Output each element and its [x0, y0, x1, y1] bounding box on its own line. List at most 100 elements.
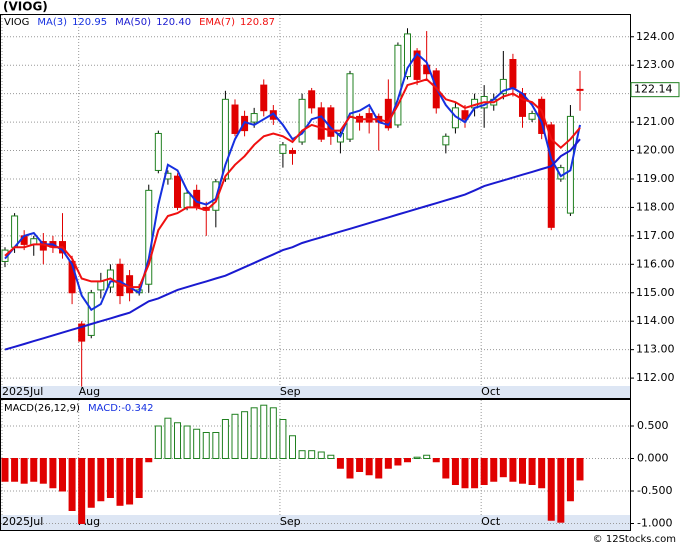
candle-body — [461, 110, 469, 120]
y-tick-label: 121.00 — [636, 115, 675, 128]
macd-bar — [202, 432, 210, 459]
price-tag-label: 122.14 — [634, 83, 673, 96]
y-tick-label: 115.00 — [636, 286, 675, 299]
macd-bar — [451, 458, 459, 485]
macd-bar — [145, 458, 153, 463]
macd-bar — [298, 450, 306, 460]
legend-label: VIOG — [4, 17, 29, 28]
macd-bar — [327, 454, 335, 459]
y-tick-label: 120.00 — [636, 144, 675, 157]
candle-body — [279, 144, 287, 154]
y-tick-label: 112.00 — [636, 371, 675, 384]
candle-body — [327, 107, 335, 137]
y-tick-label: 113.00 — [636, 343, 675, 356]
candle-body — [231, 104, 239, 134]
macd-bar — [87, 458, 95, 508]
macd-bar — [279, 419, 287, 459]
legend-label: MA(3) — [37, 17, 67, 28]
candle-body — [250, 113, 258, 123]
x-tick-label: Oct — [481, 515, 501, 528]
x-tick-label: 2025Jul — [2, 515, 43, 528]
y-tick-label: 114.00 — [636, 314, 675, 327]
macd-bar — [384, 458, 392, 469]
candle-body — [547, 124, 555, 228]
y-tick-label: 124.00 — [636, 30, 675, 43]
macd-bar — [528, 458, 536, 485]
macd-bar — [174, 422, 181, 459]
macd-bar — [509, 458, 517, 482]
legend-value: 120.95 — [72, 17, 107, 28]
macd-bar — [480, 458, 488, 485]
macd-bar — [317, 451, 325, 459]
macd-bar — [490, 458, 498, 482]
macd-bar — [576, 458, 584, 481]
macd-bar — [375, 458, 383, 479]
x-band — [1, 515, 630, 530]
x-tick-label: 2025Jul — [2, 385, 43, 398]
macd-bar — [336, 458, 344, 469]
macd-bar — [365, 458, 373, 476]
candle-body — [384, 98, 392, 129]
legend-label: MA(50) — [115, 17, 151, 28]
macd-bar — [557, 458, 565, 523]
candle-body — [442, 135, 450, 146]
macd-bar — [566, 458, 574, 502]
macd-bar — [126, 458, 134, 505]
footer: © 12Stocks.com — [593, 534, 676, 545]
macd-bar — [183, 425, 191, 459]
candle-body — [78, 323, 86, 342]
legend-value: 120.87 — [240, 17, 275, 28]
y-tick-label: 118.00 — [636, 200, 675, 213]
candle-body — [336, 132, 344, 143]
legend-value: -0.342 — [121, 403, 153, 414]
macd-bar — [212, 432, 220, 459]
candle-body — [298, 98, 306, 143]
candle-body — [11, 215, 19, 248]
macd-bar — [11, 458, 19, 482]
macd-bar — [49, 458, 57, 489]
candle-body — [394, 44, 402, 126]
candle-body — [346, 73, 354, 140]
price-tag — [630, 82, 680, 98]
macd-bar — [413, 456, 421, 460]
macd-bar — [499, 458, 507, 478]
macd-bar — [260, 404, 268, 460]
macd-bar — [394, 458, 402, 466]
legend-label: MACD: — [88, 403, 121, 414]
y-tick-label: -0.500 — [637, 484, 672, 497]
candle-body — [260, 84, 268, 112]
candle-body — [154, 132, 162, 171]
macd-bar — [30, 458, 38, 482]
candle-body — [566, 115, 574, 214]
legend-label: EMA(7) — [199, 17, 235, 28]
macd-bar — [20, 458, 28, 484]
indicator-line — [4, 78, 581, 289]
chart-title: (VIOG) — [3, 0, 48, 14]
x-tick-label: Oct — [481, 385, 501, 398]
x-tick-label: Sep — [280, 385, 301, 398]
macd-bar — [547, 458, 555, 521]
candle-body — [499, 78, 507, 95]
macd-bar — [423, 454, 431, 459]
macd-bar — [471, 458, 479, 489]
macd-bar — [193, 428, 201, 459]
x-band — [1, 386, 630, 398]
macd-bar — [461, 458, 469, 489]
macd-frame — [0, 399, 631, 531]
macd-bar — [68, 458, 76, 511]
macd-bar — [78, 458, 86, 524]
candle-body — [97, 280, 105, 291]
macd-bar — [135, 458, 143, 498]
candle-body — [413, 50, 421, 80]
candle-body — [183, 192, 191, 208]
macd-bar — [356, 458, 364, 472]
macd-bar — [404, 458, 411, 463]
candle-body — [126, 275, 134, 294]
x-tick-label: Sep — [280, 515, 301, 528]
candle-body — [116, 263, 124, 297]
macd-bar — [106, 458, 114, 498]
macd-bar — [432, 458, 440, 463]
macd-bar — [97, 458, 105, 502]
y-tick-label: 123.00 — [636, 58, 675, 71]
